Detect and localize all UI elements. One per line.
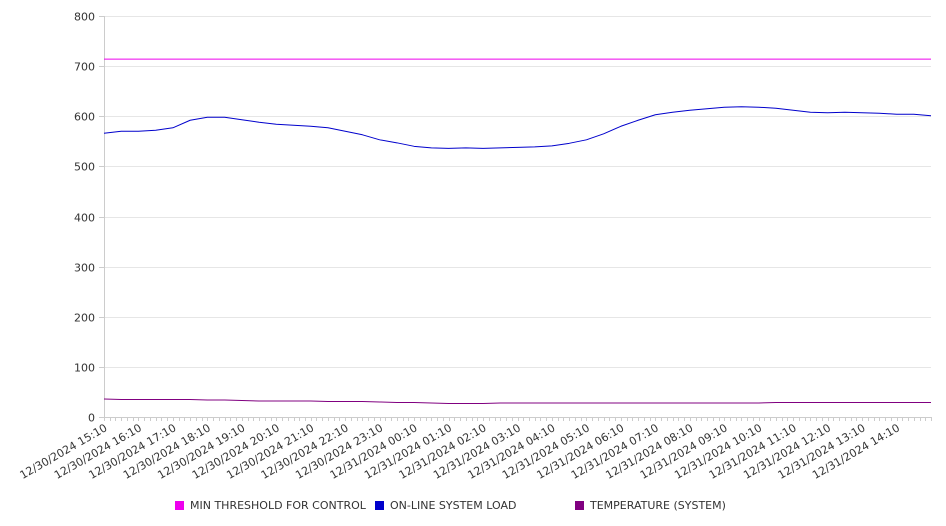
y-tick-label-100: 100 [74,362,95,375]
legend-label-min-threshold: MIN THRESHOLD FOR CONTROL [190,499,366,512]
series-line-on-line-system-load [103,106,932,149]
y-tick-label-0: 0 [88,412,95,425]
series-lines [103,58,932,404]
legend-label-system-load: ON-LINE SYSTEM LOAD [390,499,517,512]
legend-swatch-system-load [375,501,384,510]
y-tick-label-300: 300 [74,262,95,275]
axes [104,16,931,418]
y-tick-label-800: 800 [74,11,95,24]
legend-item-min-threshold[interactable]: MIN THRESHOLD FOR CONTROL [175,498,366,514]
legend-swatch-min-threshold [175,501,184,510]
legend-item-system-load[interactable]: ON-LINE SYSTEM LOAD [375,498,516,514]
y-tick-label-400: 400 [74,212,95,225]
legend-label-temperature: TEMPERATURE (SYSTEM) [590,499,726,512]
legend-item-temperature[interactable]: TEMPERATURE (SYSTEM) [575,498,726,514]
y-tick-label-500: 500 [74,161,95,174]
y-tick-label-700: 700 [74,61,95,74]
y-tick-label-600: 600 [74,111,95,124]
legend: MIN THRESHOLD FOR CONTROL ON-LINE SYSTEM… [0,498,946,514]
y-tick-label-200: 200 [74,312,95,325]
legend-swatch-temperature [575,501,584,510]
grid-lines [104,16,931,368]
y-axis-ticks: 0 100 200 300 400 500 600 700 800 [74,11,104,425]
x-axis-ticks [104,417,932,421]
series-line-temperature-system [103,398,931,404]
